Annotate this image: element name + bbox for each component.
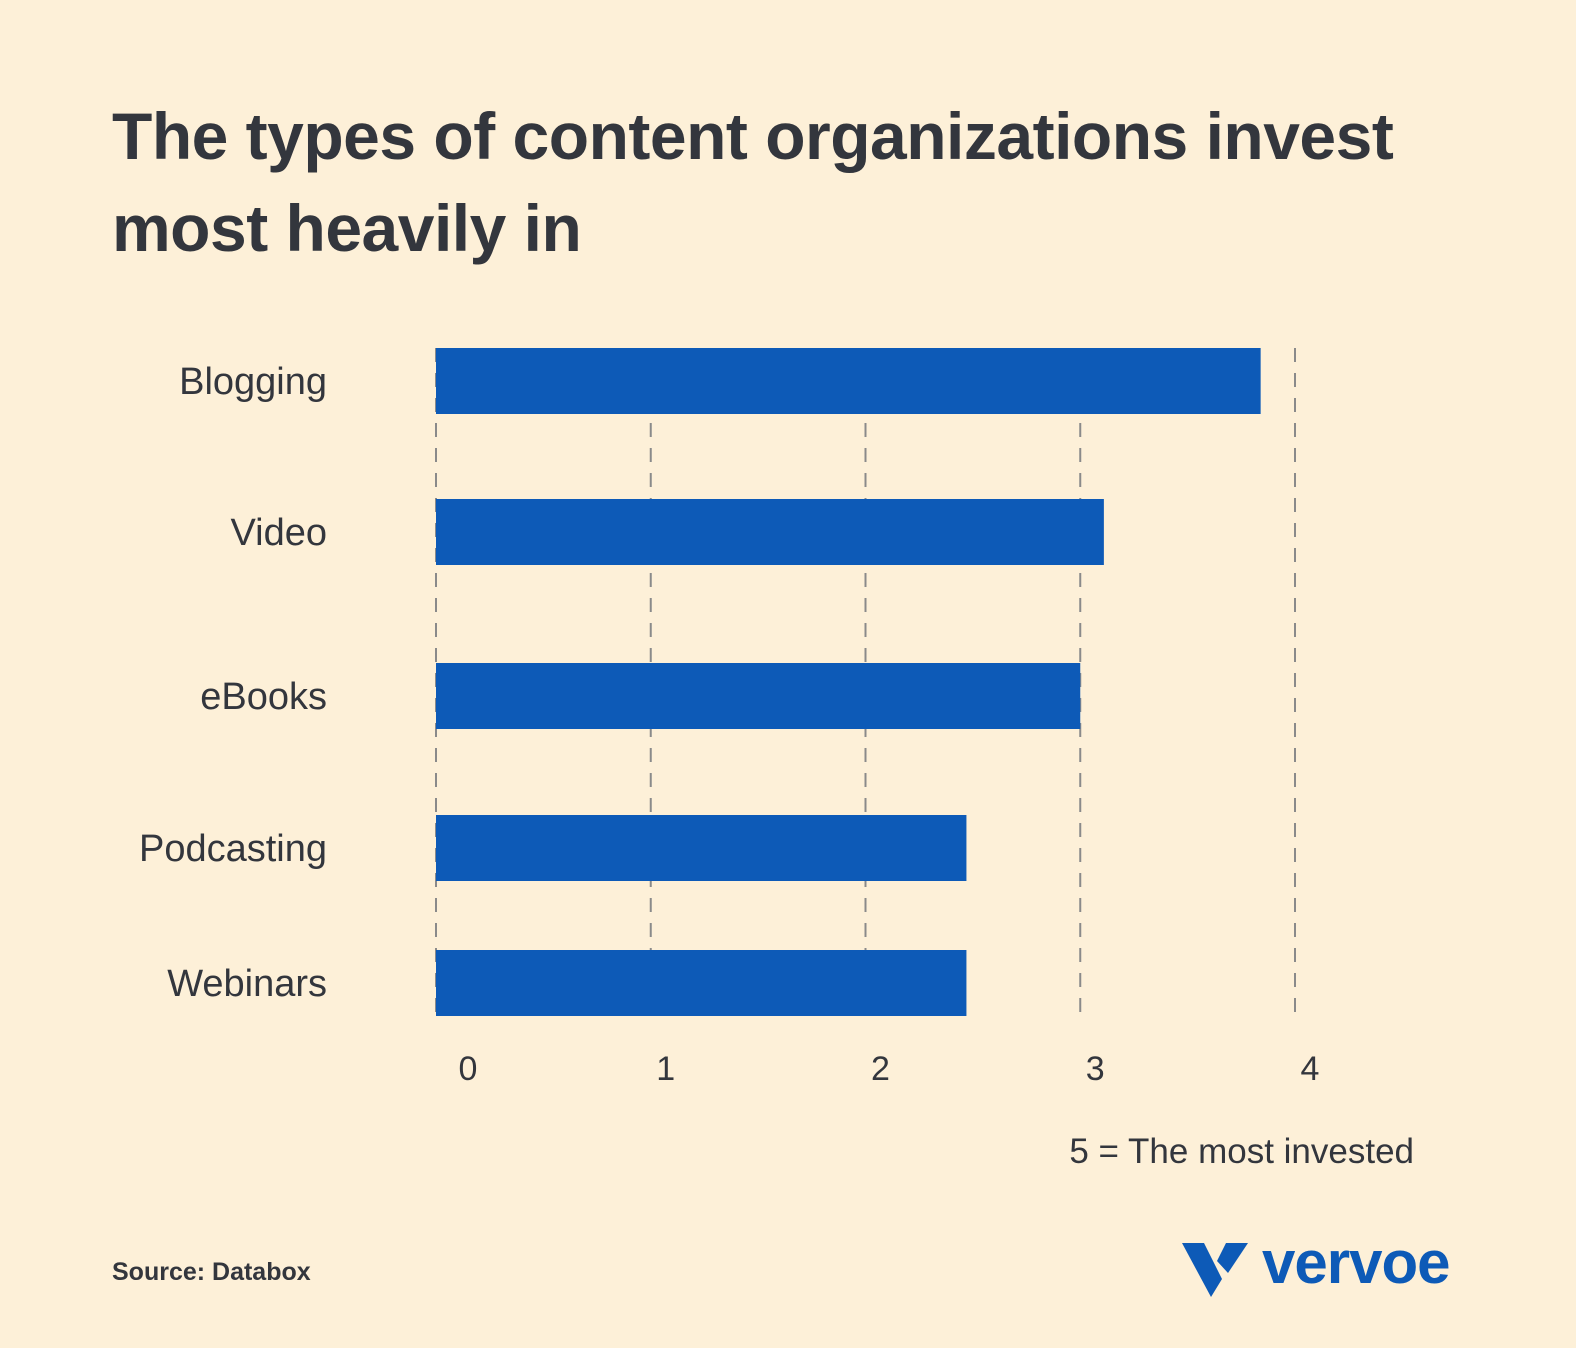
category-label-ebooks: eBooks bbox=[200, 676, 327, 718]
scale-note: 5 = The most invested bbox=[1069, 1132, 1414, 1171]
x-tick-label: 4 bbox=[1301, 1050, 1320, 1088]
x-axis-ticks: 0 1 2 3 4 bbox=[459, 1050, 1320, 1088]
x-tick-label: 3 bbox=[1086, 1050, 1105, 1088]
source-credit: Source: Databox bbox=[112, 1258, 311, 1286]
chart-title: The types of content organizations inves… bbox=[112, 99, 1394, 265]
bar-ebooks bbox=[436, 663, 1081, 729]
x-tick-label: 0 bbox=[459, 1050, 478, 1088]
bars bbox=[436, 348, 1261, 1016]
category-label-webinars: Webinars bbox=[167, 963, 327, 1005]
x-tick-label: 1 bbox=[656, 1050, 675, 1088]
category-label-podcasting: Podcasting bbox=[139, 828, 327, 870]
bar-podcasting bbox=[436, 815, 967, 881]
category-label-blogging: Blogging bbox=[179, 361, 327, 403]
vervoe-v-logo-icon bbox=[1182, 1242, 1248, 1297]
vervoe-logo: vervoe bbox=[1182, 1229, 1450, 1297]
bar-blogging bbox=[436, 348, 1261, 414]
category-labels: Blogging Video eBooks Podcasting Webinars bbox=[139, 361, 327, 1005]
x-tick-label: 2 bbox=[871, 1050, 890, 1088]
bar-video bbox=[436, 499, 1104, 565]
logo-text: vervoe bbox=[1262, 1229, 1450, 1296]
category-label-video: Video bbox=[230, 512, 327, 554]
bar-webinars bbox=[436, 950, 967, 1016]
